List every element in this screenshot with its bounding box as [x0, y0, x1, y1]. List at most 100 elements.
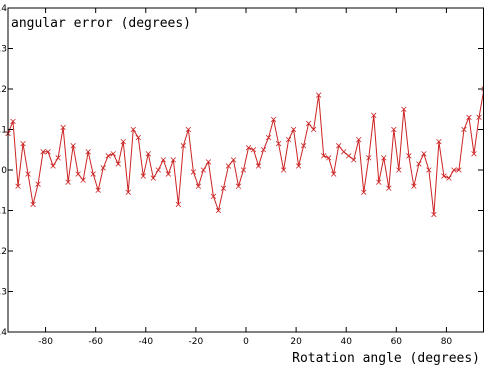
data-point-marker	[175, 201, 182, 208]
data-point-marker	[195, 183, 202, 189]
x-tick-label: 20	[290, 337, 302, 347]
data-point-marker	[396, 167, 402, 173]
y-tick-label: 0	[1, 166, 7, 176]
data-point-marker	[265, 134, 272, 141]
data-point-marker	[421, 151, 427, 157]
data-point-marker	[125, 189, 131, 195]
data-point-marker	[35, 181, 41, 187]
data-point-marker	[411, 183, 417, 189]
data-point-marker	[366, 155, 372, 161]
data-point-marker	[205, 159, 212, 165]
data-point-marker	[20, 140, 26, 147]
data-point-marker	[30, 201, 36, 208]
data-point-marker	[245, 145, 252, 151]
x-tick-label: 80	[441, 337, 453, 347]
data-point-marker	[165, 171, 172, 177]
series-line	[7, 88, 484, 215]
data-point-marker	[406, 153, 412, 159]
data-point-marker	[40, 149, 46, 155]
data-point-marker	[95, 187, 101, 193]
data-point-marker	[481, 86, 484, 92]
data-point-marker	[50, 163, 56, 169]
data-point-marker	[466, 114, 472, 121]
data-point-marker	[55, 155, 61, 161]
x-tick-label: -60	[88, 337, 103, 347]
data-point-marker	[471, 151, 477, 157]
data-point-marker	[315, 92, 322, 98]
data-point-marker	[225, 163, 232, 169]
data-point-marker	[461, 126, 467, 133]
data-point-marker	[100, 165, 106, 171]
data-point-marker	[185, 126, 192, 133]
data-point-marker	[441, 173, 447, 179]
data-point-marker	[115, 161, 121, 167]
data-point-marker	[436, 138, 442, 145]
data-point-marker	[170, 157, 177, 163]
x-tick-label: -80	[38, 337, 53, 347]
data-point-marker	[255, 163, 262, 169]
data-point-marker	[70, 143, 76, 149]
data-point-marker	[336, 143, 342, 149]
data-point-marker	[220, 185, 227, 191]
x-axis-title: Rotation angle (degrees)	[292, 351, 480, 366]
data-point-marker	[80, 177, 86, 183]
data-point-marker	[215, 207, 222, 214]
data-point-marker	[300, 143, 307, 149]
data-point-marker	[45, 149, 51, 155]
data-point-marker	[235, 183, 242, 189]
y-tick-label: 0.3	[0, 45, 7, 55]
data-point-marker	[320, 153, 327, 159]
data-point-marker	[476, 114, 482, 121]
data-point-marker	[240, 167, 247, 173]
data-point-marker	[305, 120, 312, 127]
data-point-marker	[426, 167, 432, 173]
data-point-marker	[341, 149, 347, 155]
data-point-marker	[290, 126, 297, 133]
y-tick-label: 0.2	[0, 85, 7, 95]
data-point-marker	[346, 153, 352, 159]
data-point-marker	[15, 183, 21, 189]
data-point-marker	[210, 193, 217, 200]
data-point-marker	[120, 138, 126, 145]
data-point-marker	[140, 173, 146, 179]
data-point-marker	[85, 149, 91, 155]
data-point-marker	[60, 124, 66, 131]
data-point-marker	[371, 112, 377, 119]
y-tick-label: -0.1	[0, 207, 7, 217]
y-tick-label: 0.4	[0, 4, 7, 14]
data-point-marker	[325, 155, 332, 161]
data-point-marker	[90, 171, 96, 177]
data-point-marker	[356, 136, 362, 143]
data-point-marker	[456, 167, 462, 173]
x-tick-label: 60	[391, 337, 403, 347]
data-point-marker	[446, 175, 452, 181]
data-point-marker	[361, 189, 367, 195]
data-point-marker	[10, 118, 16, 125]
data-point-marker	[155, 167, 161, 173]
y-tick-label: 0.1	[0, 126, 7, 136]
data-point-marker	[431, 211, 437, 218]
data-point-marker	[180, 143, 187, 149]
data-point-marker	[150, 175, 156, 181]
data-point-marker	[295, 163, 302, 169]
data-point-marker	[451, 167, 457, 173]
data-point-marker	[386, 185, 392, 191]
data-point-marker	[65, 179, 71, 185]
x-tick-label: 0	[243, 337, 249, 347]
data-point-marker	[285, 136, 292, 143]
ticks-layer: -0.4 -0.3 -0.2 -0.1 0 0.1 0.2 0.3 0.4 -80 -60 -40 -2…	[0, 4, 483, 347]
data-point-marker	[401, 106, 407, 112]
data-point-marker	[416, 161, 422, 167]
x-tick-label: -40	[138, 337, 153, 347]
data-point-marker	[331, 171, 337, 177]
x-tick-label: -20	[189, 337, 204, 347]
data-point-marker	[381, 155, 387, 161]
data-point-marker	[270, 116, 277, 123]
data-point-marker	[280, 167, 287, 173]
data-point-marker	[376, 179, 382, 185]
data-point-marker	[145, 151, 151, 157]
data-point-marker	[25, 171, 31, 177]
y-axis-title: angular error (degrees)	[11, 16, 191, 31]
